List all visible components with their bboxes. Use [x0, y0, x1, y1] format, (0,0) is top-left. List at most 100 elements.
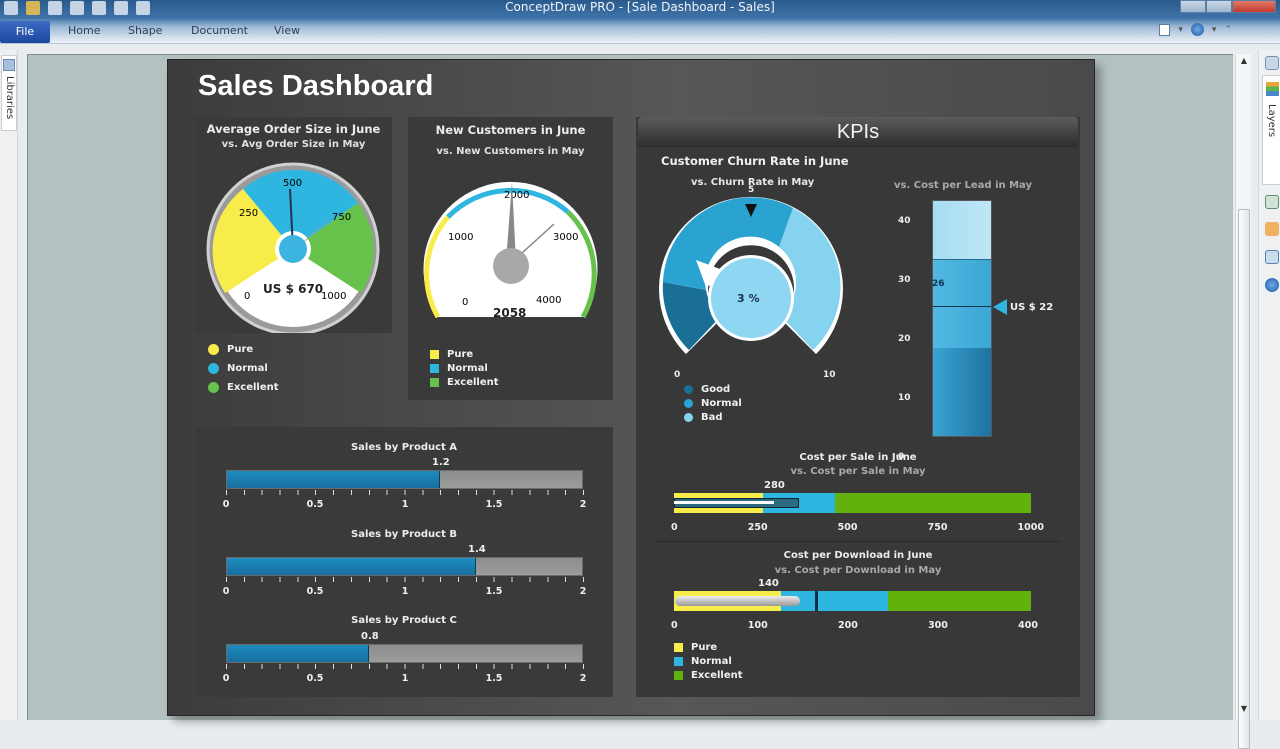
open-folder-icon[interactable]	[26, 1, 40, 15]
churn-legend: Good Normal Bad	[684, 382, 742, 424]
sales-dashboard[interactable]: Sales Dashboard Average Order Size in Ju…	[167, 59, 1095, 716]
normal-square-icon	[430, 363, 439, 373]
tab-document[interactable]: Document	[191, 24, 248, 37]
svg-text:2000: 2000	[504, 190, 529, 201]
scroll-down-icon[interactable]: ▼	[1240, 704, 1248, 713]
cost-per-sale-bullet	[674, 493, 1031, 513]
save-icon[interactable]	[92, 1, 106, 15]
left-dock: Libraries	[0, 50, 18, 720]
scroll-up-icon[interactable]: ▲	[1240, 56, 1248, 65]
layers-label: Layers	[1266, 104, 1277, 138]
churn-title: Customer Churn Rate in June	[661, 154, 849, 168]
new-customers-gauge-panel[interactable]: New Customers in June vs. New Customers …	[408, 117, 613, 400]
cost-per-download-title: Cost per Download in June	[783, 550, 933, 561]
redo-icon[interactable]	[70, 1, 84, 15]
cost-per-lead-value: US $ 22	[1010, 302, 1054, 313]
avg-order-subtitle: vs. Avg Order Size in May	[221, 139, 366, 150]
chevron-down-icon[interactable]: ▾	[1211, 24, 1217, 35]
cost-per-download-bullet	[674, 591, 1031, 611]
may-marker: 26	[932, 279, 945, 289]
lock-icon[interactable]	[1265, 195, 1279, 209]
pure-square-icon	[674, 642, 683, 652]
maximize-button[interactable]	[1206, 0, 1232, 13]
divider	[656, 541, 1061, 542]
collapse-ribbon-icon[interactable]: ⌃	[1224, 24, 1232, 35]
vertical-scrollbar[interactable]: ▲ ▼	[1235, 54, 1251, 749]
help-icon[interactable]	[1190, 23, 1204, 36]
new-document-icon[interactable]	[4, 1, 18, 15]
svg-text:1000: 1000	[448, 232, 473, 243]
bad-dot-icon	[684, 412, 693, 422]
svg-text:1000: 1000	[321, 291, 346, 302]
avg-order-title: Average Order Size in June	[206, 122, 381, 136]
pure-dot-icon	[208, 343, 219, 355]
cost-legend: Pure Normal Excellent	[674, 640, 743, 682]
avg-order-value: US $ 670	[263, 282, 323, 296]
new-customers-gauge: 2000 1000 3000 0 4000 2058	[423, 181, 598, 320]
avg-order-gauge-panel[interactable]: Average Order Size in June vs. Avg Order…	[195, 117, 392, 333]
tick-label: 250	[239, 208, 258, 219]
kpi-panel[interactable]: KPIs Customer Churn Rate in June vs. Chu…	[636, 117, 1080, 697]
chevron-down-icon[interactable]: ▾	[1178, 24, 1183, 35]
good-dot-icon	[684, 384, 693, 394]
tab-view[interactable]: View	[274, 24, 301, 37]
cost-per-sale-title: Cost per Sale in June	[799, 452, 917, 463]
svg-text:10: 10	[823, 370, 836, 380]
svg-text:0: 0	[244, 291, 250, 302]
panes-icon[interactable]	[1159, 23, 1171, 36]
avg-order-gauge: 250 500 750 0 1000 US $ 670	[206, 162, 380, 333]
libraries-tab[interactable]: Libraries	[1, 55, 17, 131]
avg-order-legend: Pure Normal Excellent	[208, 342, 279, 394]
svg-text:500: 500	[283, 178, 302, 189]
churn-gauge: 5 3 % 0 10	[659, 185, 843, 380]
grid-icon[interactable]	[136, 1, 150, 15]
undo-icon[interactable]	[48, 1, 62, 15]
ribbon: File Home Shape Document View ▾ ▾ ⌃	[0, 18, 1280, 44]
pages-icon[interactable]	[1265, 56, 1279, 70]
excellent-square-icon	[674, 670, 683, 680]
svg-text:0: 0	[462, 297, 468, 308]
kpi-header: KPIs	[638, 117, 1078, 147]
window-titlebar: ConceptDraw PRO - [Sale Dashboard - Sale…	[0, 0, 1280, 18]
normal-dot-icon	[684, 398, 693, 408]
tab-shape[interactable]: Shape	[128, 24, 163, 37]
tab-file[interactable]: File	[0, 21, 50, 43]
hat-icon[interactable]	[1265, 222, 1279, 236]
product-sales-panel[interactable]: Sales by Product A 1.2 0 0.5 1 1.5 2 Sal…	[195, 427, 613, 697]
new-customers-legend: Pure Normal Excellent	[430, 347, 499, 389]
libraries-icon	[3, 59, 15, 71]
new-customers-title: New Customers in June	[435, 123, 586, 137]
tab-home[interactable]: Home	[68, 24, 101, 37]
excellent-square-icon	[430, 377, 439, 387]
svg-text:3000: 3000	[553, 232, 578, 243]
close-button[interactable]	[1232, 0, 1276, 13]
svg-text:4000: 4000	[536, 295, 561, 306]
normal-dot-icon	[208, 362, 219, 374]
new-customers-subtitle: vs. New Customers in May	[436, 146, 585, 157]
pure-square-icon	[430, 349, 439, 359]
cost-per-lead-subtitle: vs. Cost per Lead in May	[894, 180, 1033, 191]
dimensions-icon[interactable]	[1265, 250, 1279, 264]
cost-per-download-subtitle: vs. Cost per Download in May	[774, 565, 942, 576]
layers-icon	[1266, 82, 1279, 96]
value-pointer-icon	[993, 299, 1007, 315]
normal-square-icon	[674, 656, 683, 666]
churn-value: 3 %	[737, 292, 760, 305]
print-preview-icon[interactable]	[114, 1, 128, 15]
libraries-label: Libraries	[4, 76, 15, 120]
window-title: ConceptDraw PRO - [Sale Dashboard - Sale…	[505, 0, 775, 14]
layers-tab[interactable]: Layers	[1262, 75, 1280, 185]
churn-subtitle: vs. Churn Rate in May	[691, 177, 815, 188]
svg-text:750: 750	[332, 212, 351, 223]
excellent-dot-icon	[208, 381, 219, 393]
scroll-thumb[interactable]	[1238, 209, 1250, 749]
svg-text:5: 5	[748, 185, 754, 195]
dashboard-title: Sales Dashboard	[198, 70, 434, 102]
cost-per-sale-subtitle: vs. Cost per Sale in May	[790, 466, 926, 477]
new-customers-value: 2058	[493, 306, 526, 320]
right-dock: Layers	[1258, 50, 1280, 720]
help-icon[interactable]	[1265, 278, 1279, 292]
svg-text:0: 0	[674, 370, 680, 380]
minimize-button[interactable]	[1180, 0, 1206, 13]
quick-access-toolbar	[4, 1, 150, 15]
